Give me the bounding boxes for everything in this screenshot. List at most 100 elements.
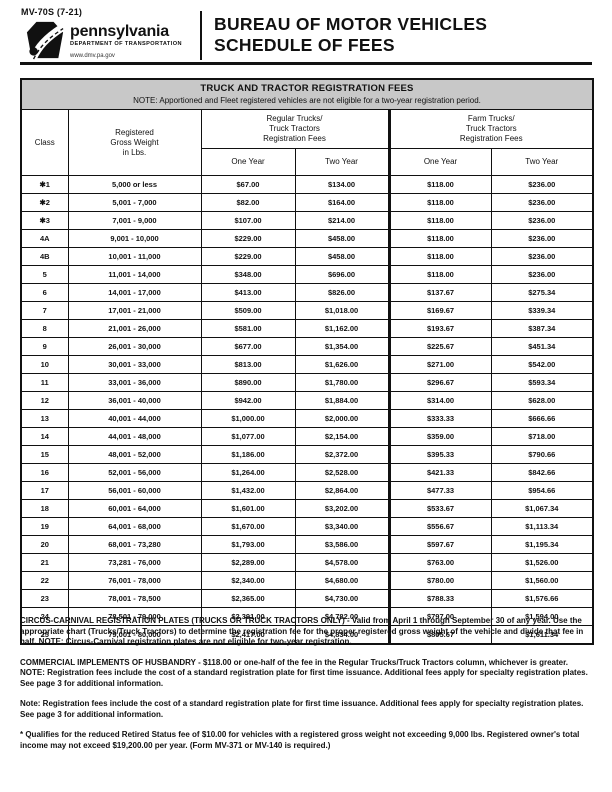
regular-two-year-cell: $1,626.00: [294, 355, 390, 374]
farm-one-year-cell: $421.33: [387, 463, 492, 482]
farm-one-year-cell: $395.33: [387, 445, 492, 464]
table-row: 8 21,001 - 26,000 $581.00 $1,162.00 $193.67 $…: [20, 319, 594, 338]
column-group-farm: Farm Trucks/ Truck Tractors Registration…: [387, 109, 594, 149]
table-row: 9 26,001 - 30,000 $677.00 $1,354.00 $225.67 $…: [20, 337, 594, 356]
farm-one-year-cell: $788.33: [387, 589, 492, 608]
regular-one-year-cell: $2,417.00: [200, 625, 296, 645]
agency-department: DEPARTMENT OF TRANSPORTATION: [70, 41, 182, 47]
farm-two-year-cell: $236.00: [490, 175, 594, 194]
farm-one-year-cell: $225.67: [387, 337, 492, 356]
farm-two-year-cell: $842.66: [490, 463, 594, 482]
regular-two-year-cell: $2,154.00: [294, 427, 390, 446]
farm-two-year-cell: $451.34: [490, 337, 594, 356]
farm-one-year-cell: $169.67: [387, 301, 492, 320]
farm-one-year-cell: $118.00: [387, 247, 492, 266]
table-title-row: TRUCK AND TRACTOR REGISTRATION FEES NOTE…: [20, 78, 594, 110]
class-cell: 11: [20, 373, 69, 392]
table-row: 13 40,001 - 44,000 $1,000.00 $2,000.00 $333.…: [20, 409, 594, 428]
regular-one-year-cell: $2,289.00: [200, 553, 296, 572]
farm-two-year-cell: $628.00: [490, 391, 594, 410]
regular-one-year-cell: $1,077.00: [200, 427, 296, 446]
column-header-farm-two-year: Two Year: [490, 148, 594, 176]
table-row: 21 73,281 - 76,000 $2,289.00 $4,578.00 $763.…: [20, 553, 594, 572]
regular-one-year-cell: $229.00: [200, 229, 296, 248]
table-row: 7 17,001 - 21,000 $509.00 $1,018.00 $169.67 $…: [20, 301, 594, 320]
form-number: MV-70S (7-21): [21, 7, 83, 17]
farm-two-year-cell: $593.34: [490, 373, 594, 392]
table-row: ✱2 5,001 - 7,000 $82.00 $164.00 $118.00 $236.…: [20, 193, 594, 212]
regular-two-year-cell: $3,202.00: [294, 499, 390, 518]
table-row: 24 78,501 - 79,000 $2,391.00 $4,782.00 $797.…: [20, 607, 594, 626]
page-title: BUREAU OF MOTOR VEHICLES SCHEDULE OF FEE…: [214, 14, 487, 56]
farm-two-year-cell: $954.66: [490, 481, 594, 500]
weight-cell: 21,001 - 26,000: [67, 319, 202, 338]
regular-one-year-cell: $67.00: [200, 175, 296, 194]
column-header-weight: Registered Gross Weight in Lbs.: [67, 109, 202, 176]
regular-one-year-cell: $813.00: [200, 355, 296, 374]
fee-table-body: ✱1 5,000 or less $67.00 $134.00 $118.00 $236.…: [20, 175, 594, 645]
regular-one-year-cell: $509.00: [200, 301, 296, 320]
page-title-line1: BUREAU OF MOTOR VEHICLES: [214, 14, 488, 34]
table-title-bar: TRUCK AND TRACTOR REGISTRATION FEES NOTE…: [20, 78, 594, 110]
class-cell: 19: [20, 517, 69, 536]
regular-two-year-cell: $4,730.00: [294, 589, 390, 608]
regular-one-year-cell: $1,000.00: [200, 409, 296, 428]
regular-one-year-cell: $107.00: [200, 211, 296, 230]
regular-two-year-cell: $1,884.00: [294, 391, 390, 410]
weight-cell: 78,001 - 78,500: [67, 589, 202, 608]
farm-one-year-cell: $118.00: [387, 229, 492, 248]
farm-two-year-cell: $236.00: [490, 211, 594, 230]
weight-cell: 79,001 - 80,000: [67, 625, 202, 645]
farm-one-year-cell: $597.67: [387, 535, 492, 554]
weight-cell: 5,001 - 7,000: [67, 193, 202, 212]
keystone-logo-icon: [26, 21, 65, 60]
farm-two-year-cell: $1,611.34: [490, 625, 594, 645]
weight-cell: 68,001 - 73,280: [67, 535, 202, 554]
regular-two-year-cell: $4,680.00: [294, 571, 390, 590]
farm-one-year-cell: $296.67: [387, 373, 492, 392]
body-text: CIRCUS-CARNIVAL REGISTRATION PLATES (TRU…: [20, 616, 592, 761]
class-cell: 13: [20, 409, 69, 428]
regular-one-year-cell: $1,601.00: [200, 499, 296, 518]
column-header-class: Class: [20, 109, 69, 176]
class-cell: 5: [20, 265, 69, 284]
regular-two-year-cell: $3,586.00: [294, 535, 390, 554]
class-cell: 9: [20, 337, 69, 356]
regular-one-year-cell: $2,340.00: [200, 571, 296, 590]
farm-two-year-cell: $387.34: [490, 319, 594, 338]
regular-two-year-cell: $458.00: [294, 229, 390, 248]
table-row: 11 33,001 - 36,000 $890.00 $1,780.00 $296.67…: [20, 373, 594, 392]
class-cell: 17: [20, 481, 69, 500]
weight-cell: 10,001 - 11,000: [67, 247, 202, 266]
regular-two-year-cell: $696.00: [294, 265, 390, 284]
weight-cell: 73,281 - 76,000: [67, 553, 202, 572]
weight-cell: 33,001 - 36,000: [67, 373, 202, 392]
weight-cell: 60,001 - 64,000: [67, 499, 202, 518]
regular-two-year-cell: $2,372.00: [294, 445, 390, 464]
weight-cell: 14,001 - 17,000: [67, 283, 202, 302]
table-title: TRUCK AND TRACTOR REGISTRATION FEES: [200, 83, 414, 94]
weight-cell: 76,001 - 78,000: [67, 571, 202, 590]
farm-one-year-cell: $271.00: [387, 355, 492, 374]
farm-two-year-cell: $790.66: [490, 445, 594, 464]
weight-cell: 78,501 - 79,000: [67, 607, 202, 626]
farm-two-year-cell: $1,113.34: [490, 517, 594, 536]
class-cell: 10: [20, 355, 69, 374]
farm-one-year-cell: $333.33: [387, 409, 492, 428]
farm-two-year-cell: $718.00: [490, 427, 594, 446]
column-header-regular-one-year: One Year: [200, 148, 296, 176]
class-cell: 18: [20, 499, 69, 518]
penndot-logo: pennsylvania DEPARTMENT OF TRANSPORTATIO…: [24, 20, 182, 60]
weight-cell: 26,001 - 30,000: [67, 337, 202, 356]
table-row: 23 78,001 - 78,500 $2,365.00 $4,730.00 $788.…: [20, 589, 594, 608]
farm-two-year-cell: $1,195.34: [490, 535, 594, 554]
weight-cell: 36,001 - 40,000: [67, 391, 202, 410]
farm-one-year-cell: $193.67: [387, 319, 492, 338]
column-header-regular-two-year: Two Year: [294, 148, 390, 176]
table-row: 19 64,001 - 68,000 $1,670.00 $3,340.00 $556.…: [20, 517, 594, 536]
farm-two-year-cell: $666.66: [490, 409, 594, 428]
farm-two-year-cell: $1,576.66: [490, 589, 594, 608]
agency-url: www.dmv.pa.gov: [70, 52, 115, 59]
class-cell: 23: [20, 589, 69, 608]
